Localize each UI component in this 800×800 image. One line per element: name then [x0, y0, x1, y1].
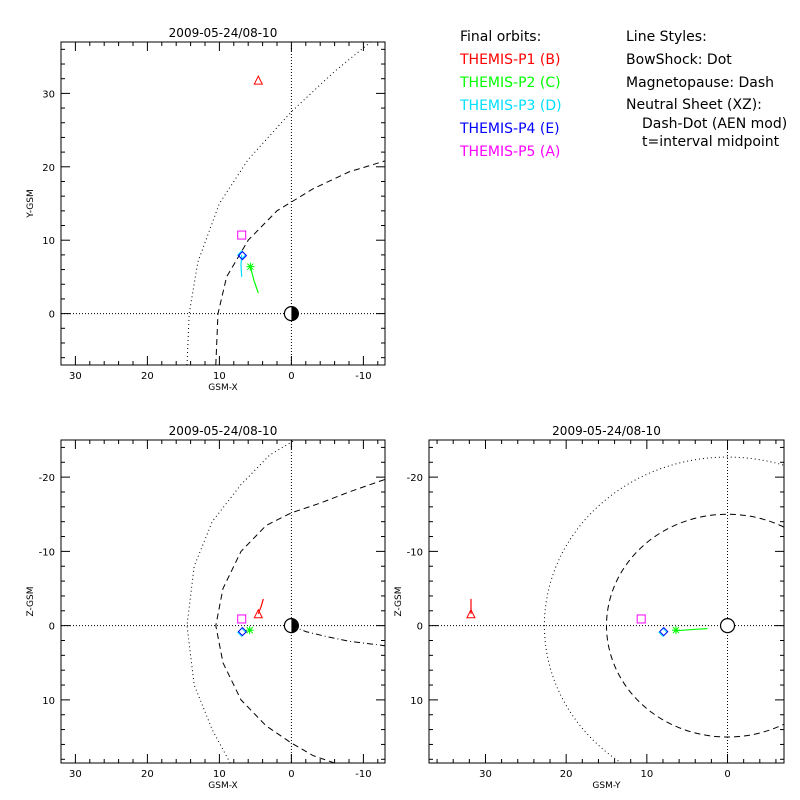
panel-1: 30 20 10 0 -10 0 10 20 30 2009-05-24/08-10 GSM-X Y-… — [26, 26, 386, 393]
legend-item-p3: THEMIS-P3 (D) — [460, 98, 562, 114]
orbit-track — [675, 628, 708, 632]
y-tick-label: -20 — [407, 473, 423, 484]
diamond-marker — [237, 626, 248, 637]
x-axis-label: GSM-X — [208, 781, 237, 791]
x-tick-label: 10 — [213, 371, 226, 382]
x-tick-label: 0 — [724, 769, 730, 780]
y-tick-label: 0 — [49, 622, 55, 633]
triangle-marker — [253, 608, 264, 619]
magnetopause-line — [215, 478, 385, 763]
legend-line-styles-heading: Line Styles: — [626, 29, 707, 45]
magnetopause-line — [215, 160, 385, 365]
earth-night-side — [291, 306, 299, 321]
legend-line-neutral-sheet: Neutral Sheet (XZ): — [626, 97, 762, 113]
triangle-marker — [466, 608, 476, 619]
asterisk-marker — [246, 262, 255, 271]
legend-item-p1: THEMIS-P1 (B) — [460, 52, 561, 68]
y-tick-label: -20 — [39, 473, 55, 484]
x-tick-label: 20 — [141, 769, 154, 780]
plot-area — [61, 440, 385, 763]
legend-line-magnetopause: Magnetopause: Dash — [626, 75, 775, 91]
earth-symbol — [719, 618, 736, 634]
axes-frame — [60, 41, 386, 366]
legend-item-p4: THEMIS-P4 (E) — [460, 121, 560, 137]
x-tick-label: 30 — [69, 769, 82, 780]
y-tick-label: -10 — [407, 547, 423, 558]
earth-night-side — [291, 618, 299, 633]
bow-shock-line — [186, 440, 296, 763]
y-axis-label: Z-GSM — [394, 586, 404, 616]
x-tick-label: 30 — [479, 769, 492, 780]
square-marker — [237, 614, 247, 624]
legend-item-p2: THEMIS-P2 (C) — [460, 75, 561, 91]
legend-item-p5: THEMIS-P5 (A) — [460, 144, 561, 160]
panel-3: 30 20 10 0 10 0 -10 -20 2009-05-24/08-10 GSM-Y Z-G… — [394, 424, 785, 791]
x-tick-label: -10 — [355, 769, 371, 780]
y-tick-label: 10 — [42, 696, 55, 707]
axes-frame — [428, 439, 785, 764]
y-axis-label: Y-GSM — [26, 189, 36, 218]
axes-frame — [60, 439, 386, 764]
x-tick-label: 0 — [288, 769, 294, 780]
x-tick-label: 0 — [288, 371, 294, 382]
asterisk-marker — [671, 626, 680, 635]
chart-title: 2009-05-24/08-10 — [552, 424, 661, 438]
panel-2: 30 20 10 0 -10 10 0 -10 -20 2009-05-24/08-10 GSM-X… — [26, 424, 386, 791]
x-tick-label: 10 — [640, 769, 653, 780]
y-tick-label: 10 — [410, 696, 423, 707]
plot-area — [429, 440, 784, 763]
x-tick-label: 10 — [213, 769, 226, 780]
asterisk-marker — [245, 626, 254, 635]
x-tick-label: 20 — [560, 769, 573, 780]
legend-final-orbits-heading: Final orbits: — [460, 29, 542, 45]
bow-shock-line — [186, 42, 371, 365]
bow-shock-line — [543, 456, 784, 763]
x-tick-label: -10 — [355, 371, 371, 382]
y-tick-label: 30 — [42, 89, 55, 100]
legend-line-styles: Line Styles: BowShock: Dot Magnetopause:… — [626, 26, 787, 151]
legend-line-interval: t=interval midpoint — [642, 134, 780, 150]
triangle-marker — [253, 75, 264, 85]
x-axis-label: GSM-Y — [592, 781, 621, 791]
y-tick-label: 0 — [49, 310, 55, 321]
chart-title: 2009-05-24/08-10 — [169, 424, 278, 438]
neutral-sheet-line — [291, 625, 385, 647]
plot-area — [61, 42, 385, 365]
y-tick-label: 0 — [417, 622, 423, 633]
y-tick-label: 20 — [42, 163, 55, 174]
magnetopause-line — [606, 513, 784, 738]
chart-title: 2009-05-24/08-10 — [169, 26, 278, 40]
x-axis-label: GSM-X — [208, 383, 237, 393]
x-tick-label: 20 — [141, 371, 154, 382]
square-marker — [237, 230, 247, 240]
legend-line-dashdot: Dash-Dot (AEN mod) — [642, 116, 788, 132]
square-marker — [636, 614, 646, 624]
legend-line-bowshock: BowShock: Dot — [626, 52, 732, 68]
y-axis-label: Z-GSM — [26, 586, 36, 616]
y-tick-label: -10 — [39, 547, 55, 558]
orbit-track — [249, 266, 259, 294]
legend-final-orbits: Final orbits: THEMIS-P1 (B) THEMIS-P2 (C… — [460, 26, 562, 164]
y-tick-label: 10 — [42, 236, 55, 247]
diamond-marker — [237, 250, 248, 261]
x-tick-label: 30 — [69, 371, 82, 382]
diamond-marker — [659, 626, 669, 637]
